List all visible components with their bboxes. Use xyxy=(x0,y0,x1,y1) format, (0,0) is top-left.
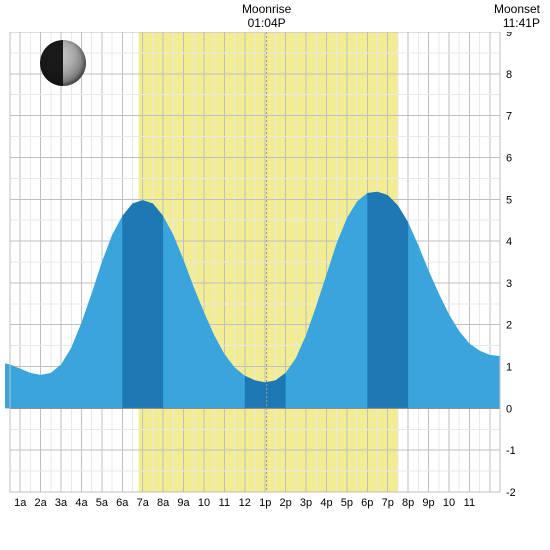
x-tick-label: 9p xyxy=(422,497,434,509)
moonset-value: 11:41P xyxy=(494,16,540,30)
x-tick-label: 10 xyxy=(198,497,210,509)
x-tick-label: 1p xyxy=(259,497,271,509)
moonrise-label: Moonrise xyxy=(237,2,297,16)
x-tick-label: 5a xyxy=(96,497,109,509)
x-tick-label: 2p xyxy=(280,497,292,509)
x-tick-label: 7p xyxy=(382,497,394,509)
y-tick-label: -2 xyxy=(506,487,515,499)
x-tick-label: 9a xyxy=(177,497,190,509)
y-tick-label: 0 xyxy=(506,403,512,415)
x-tick-label: 4a xyxy=(75,497,88,509)
moonset-annotation: Moonset 11:41P xyxy=(494,2,540,30)
x-tick-label: 7a xyxy=(137,497,150,509)
y-tick-label: 4 xyxy=(506,236,512,248)
x-tick-label: 11 xyxy=(464,497,475,509)
x-tick-label: 1a xyxy=(14,497,27,509)
y-tick-label: 6 xyxy=(506,152,512,164)
x-tick-label: 12 xyxy=(239,497,251,509)
y-tick-label: 5 xyxy=(506,194,512,206)
y-tick-label: 7 xyxy=(506,111,512,123)
moon-terminator xyxy=(40,40,86,86)
x-tick-label: 10 xyxy=(443,497,455,509)
x-tick-label: 6a xyxy=(116,497,129,509)
x-tick-label: 8p xyxy=(402,497,414,509)
y-tick-label: 2 xyxy=(506,320,512,332)
x-tick-label: 5p xyxy=(341,497,353,509)
x-tick-label: 2a xyxy=(35,497,48,509)
y-tick-label: 1 xyxy=(506,362,512,374)
tide-chart: -2-101234567891a2a3a4a5a6a7a8a9a1011121p… xyxy=(5,32,515,512)
y-tick-label: -1 xyxy=(506,445,515,457)
x-tick-label: 8a xyxy=(157,497,170,509)
y-tick-label: 3 xyxy=(506,278,512,290)
x-tick-label: 4p xyxy=(320,497,332,509)
x-tick-label: 11 xyxy=(219,497,230,509)
moonrise-annotation: Moonrise 01:04P xyxy=(237,2,297,30)
moonset-label: Moonset xyxy=(494,2,540,16)
y-tick-label: 9 xyxy=(506,32,512,39)
x-tick-label: 3a xyxy=(55,497,68,509)
x-tick-label: 6p xyxy=(361,497,373,509)
y-tick-label: 8 xyxy=(506,69,512,81)
x-tick-label: 3p xyxy=(300,497,312,509)
moon-phase-icon xyxy=(40,40,86,86)
moonrise-value: 01:04P xyxy=(237,16,297,30)
